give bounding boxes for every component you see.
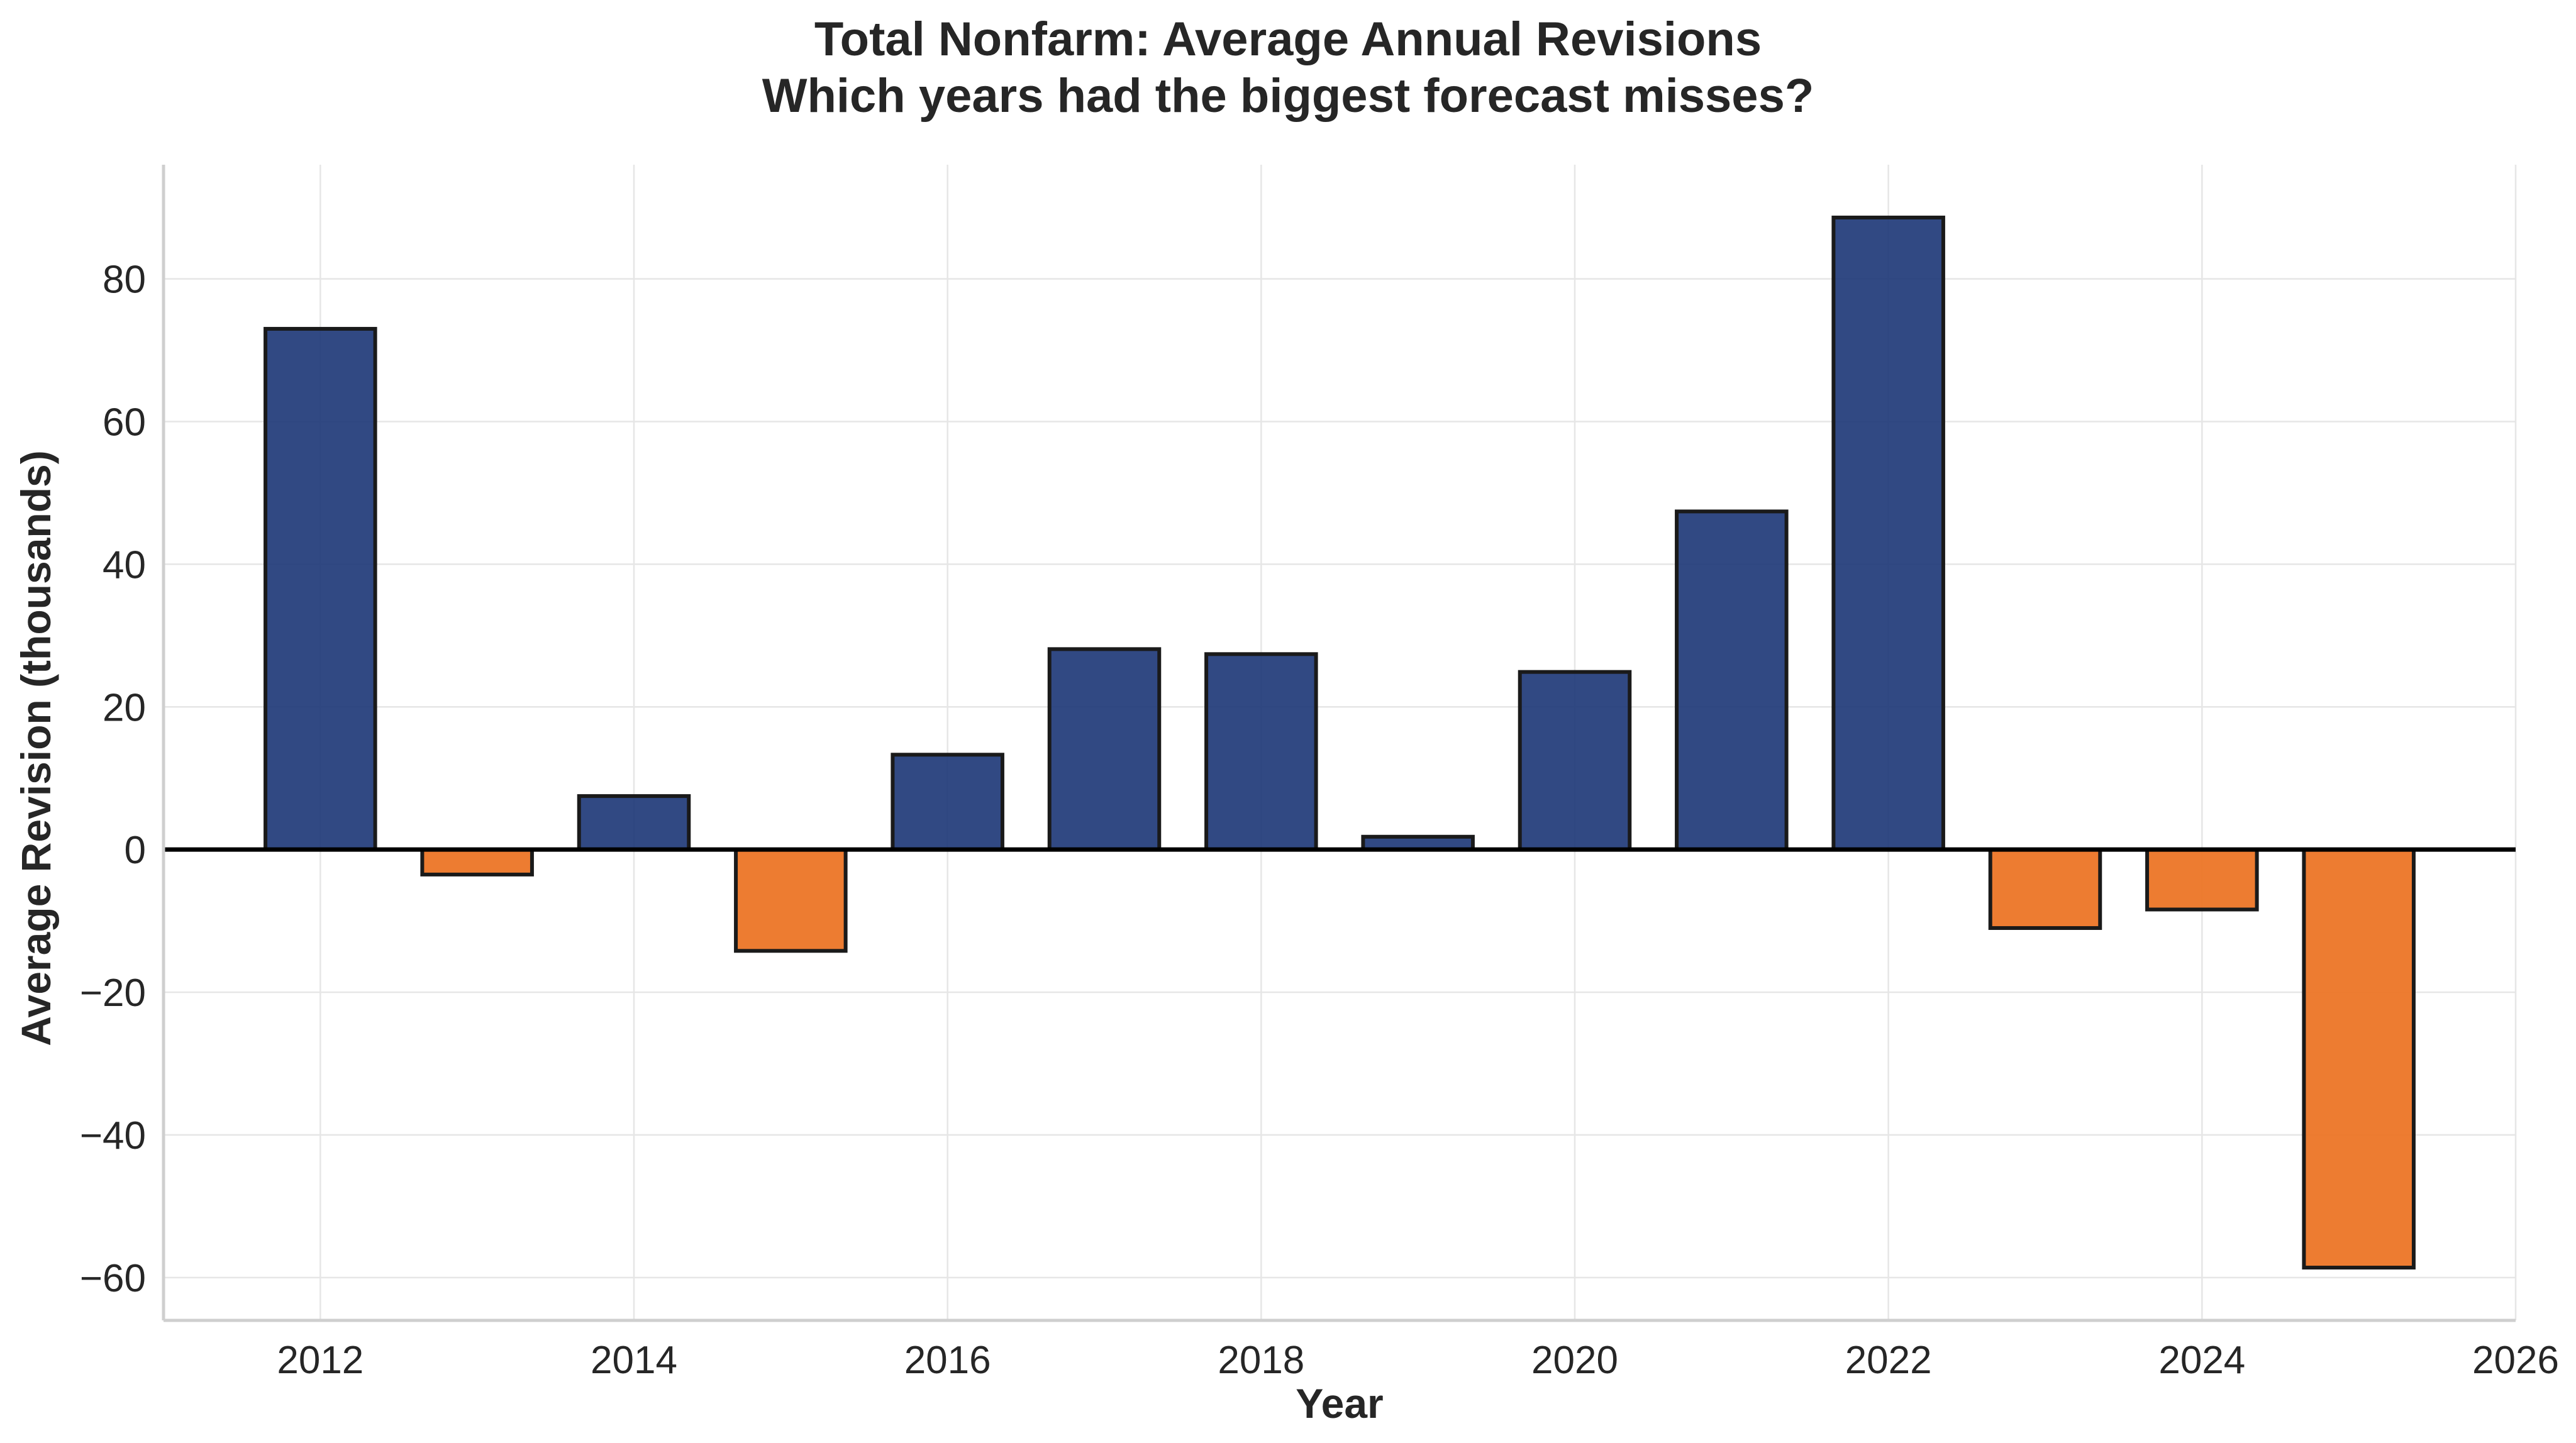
x-tick-label: 2016 <box>904 1339 991 1382</box>
x-tick-label: 2020 <box>1531 1339 1618 1382</box>
chart-subtitle: Which years had the biggest forecast mis… <box>762 69 1814 123</box>
x-tick-label: 2018 <box>1218 1339 1304 1382</box>
bars <box>264 215 2416 1270</box>
bar-2020 <box>1518 670 1632 852</box>
bar-2023 <box>1988 848 2102 930</box>
y-tick-label: −60 <box>80 1257 146 1300</box>
x-tick-label: 2014 <box>591 1339 677 1382</box>
y-tick-label: 60 <box>103 401 146 444</box>
bar-2015 <box>734 848 848 953</box>
chart-title: Total Nonfarm: Average Annual Revisions <box>814 13 1762 66</box>
bar-2012 <box>264 326 377 852</box>
x-tick-label: 2026 <box>2472 1339 2559 1382</box>
axes <box>162 165 2516 1322</box>
bar-2021 <box>1675 509 1789 852</box>
bar-2014 <box>577 794 691 852</box>
bar-2013 <box>420 848 534 876</box>
x-axis-label: Year <box>1296 1380 1383 1427</box>
y-tick-label: 20 <box>103 686 146 729</box>
x-tick-label: 2012 <box>277 1339 364 1382</box>
x-tick-label: 2024 <box>2158 1339 2245 1382</box>
x-tick-label: 2022 <box>1845 1339 1932 1382</box>
bar-2022 <box>1831 215 1945 852</box>
bar-2016 <box>891 753 1004 852</box>
y-tick-label: 0 <box>125 829 146 872</box>
bar-2017 <box>1047 647 1162 852</box>
y-axis-label: Average Revision (thousands) <box>13 450 59 1046</box>
y-tick-label: 40 <box>103 543 146 587</box>
y-tick-label: −20 <box>80 971 146 1015</box>
gridlines <box>164 165 2517 1320</box>
bar-2024 <box>2145 848 2259 912</box>
y-tick-label: −40 <box>80 1114 146 1158</box>
bar-2018 <box>1204 652 1318 852</box>
y-tick-label: 80 <box>103 258 146 302</box>
tick-labels: −60 −40 −20 0 20 40 60 80 2012 2014 2016 2018 2020 20… <box>80 258 2559 1382</box>
bar-2025 <box>2302 848 2416 1270</box>
